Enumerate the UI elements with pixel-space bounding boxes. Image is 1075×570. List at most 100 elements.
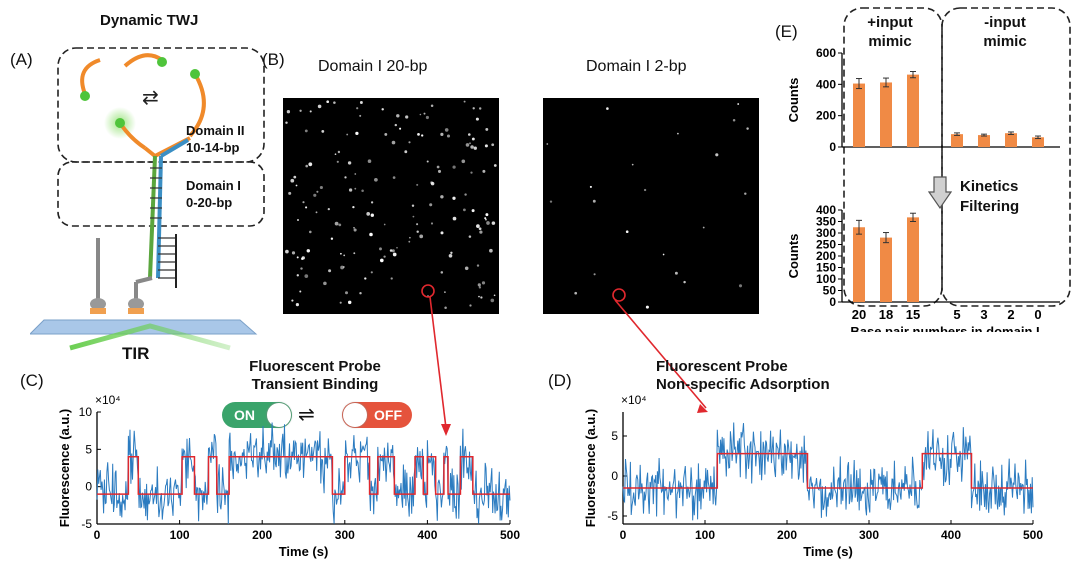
- fluorescent-spot: [343, 254, 346, 257]
- fluorescent-spot: [308, 162, 313, 167]
- panel-d-title-1: Fluorescent Probe: [656, 358, 788, 375]
- fluorescent-spot: [546, 143, 549, 145]
- fluorescent-spot: [299, 109, 302, 112]
- y-tick-label: 0: [829, 140, 836, 154]
- fluorescent-spot: [317, 104, 322, 109]
- fluorescent-spot: [405, 115, 409, 119]
- fluorescent-spot: [347, 161, 352, 165]
- on-knob: [267, 403, 291, 427]
- fluorescent-spot: [683, 280, 686, 284]
- y-tick-label: 100: [816, 272, 836, 286]
- fluorescent-spot: [440, 195, 444, 199]
- fluorescent-spot: [469, 304, 472, 307]
- svg-text:⇄: ⇄: [142, 87, 159, 109]
- fluorescent-spot: [399, 127, 402, 130]
- fluorescent-spot: [444, 291, 446, 293]
- fluorescent-spot: [469, 142, 471, 145]
- fluorescent-spot: [702, 226, 705, 229]
- fluorescent-spot: [340, 265, 344, 270]
- bar: [1005, 133, 1017, 147]
- fluorescent-spot: [440, 132, 444, 136]
- fluorescent-spot: [437, 169, 442, 173]
- y-tick-label: 150: [816, 261, 836, 275]
- fluorescent-spot: [408, 141, 411, 144]
- y-tick-label: 400: [816, 203, 836, 217]
- panel-b-letter: (B): [262, 50, 285, 69]
- fluorescent-spot: [291, 251, 296, 255]
- fluorescent-spot: [345, 291, 348, 295]
- fluorescent-spot: [416, 223, 419, 226]
- count-bar-charts: 0200400600Counts050100150200250300350400…: [786, 46, 1060, 332]
- fluorescent-spot: [606, 107, 609, 110]
- fluorescent-spot: [353, 252, 356, 255]
- fluorescent-spot: [305, 206, 308, 209]
- fluorescent-spot: [485, 213, 489, 217]
- fluorescent-spot: [481, 281, 486, 285]
- down-arrow-icon: [928, 176, 952, 210]
- fluorescent-spot: [285, 121, 288, 124]
- fluorescent-spot: [467, 133, 471, 136]
- fluorescent-spot: [352, 205, 355, 209]
- fluorescent-spot: [461, 159, 466, 164]
- category-label: 0: [1034, 307, 1041, 322]
- category-label: 20: [852, 307, 866, 322]
- fluorescent-spot: [285, 249, 289, 254]
- fluorescent-spot: [296, 274, 299, 277]
- fluorescent-spot: [391, 249, 395, 253]
- fluorescent-spot: [425, 115, 429, 120]
- fluorescent-spot: [291, 299, 294, 302]
- fluorescent-spot: [574, 291, 578, 295]
- y-axis-label: Counts: [786, 234, 801, 279]
- x-tick-label: 400: [417, 528, 437, 542]
- y-tick-label: -5: [607, 509, 618, 523]
- fluorescent-spot: [446, 134, 451, 138]
- fluorescent-spot: [593, 273, 596, 276]
- fluorescent-spot: [738, 284, 743, 288]
- fluorescent-spot: [396, 114, 400, 118]
- fluorescent-spot: [389, 249, 393, 252]
- x-axis-label: Time (s): [279, 544, 329, 559]
- fluorescent-spot: [478, 107, 482, 110]
- fluorescent-spot: [383, 255, 386, 258]
- fluorescence-trace: [622, 422, 1034, 521]
- fluorescent-spot: [430, 181, 433, 184]
- fluorescent-spot: [379, 258, 384, 263]
- fluorescent-spot: [426, 160, 429, 163]
- twj-schematic: ⇄: [30, 47, 265, 351]
- y-tick-label: 0: [85, 480, 92, 494]
- fluorescent-spot: [470, 171, 473, 174]
- x-tick-label: 0: [94, 528, 101, 542]
- bar: [907, 74, 919, 147]
- fluorescent-spot: [440, 271, 444, 274]
- panel-c-letter: (C): [20, 371, 44, 390]
- fluorescent-spot: [484, 144, 488, 148]
- category-label: 15: [906, 307, 920, 322]
- category-label: 3: [980, 307, 987, 322]
- fluorescent-spot: [340, 252, 342, 255]
- micrograph-right-title: Domain I 2-bp: [586, 58, 687, 75]
- fluorescent-spot: [369, 232, 373, 237]
- fluorescent-spot: [326, 100, 330, 104]
- fluorescent-spot: [427, 295, 429, 297]
- fluorescent-spot: [416, 230, 419, 233]
- filter-label-2: Filtering: [960, 198, 1020, 215]
- neg-input-label-1: -input: [984, 14, 1026, 31]
- panel-a-title: Dynamic TWJ: [100, 12, 199, 29]
- fluorescent-spot: [475, 117, 479, 121]
- fluorescent-spot: [471, 209, 475, 213]
- fluorescent-spot: [327, 207, 330, 211]
- fluorescent-spot: [295, 303, 299, 307]
- micrograph-2bp: [543, 98, 759, 314]
- fluorescent-spot: [295, 184, 298, 187]
- fluorescent-spot: [470, 145, 474, 149]
- fluorescent-spot: [354, 173, 357, 175]
- fluorescent-spot: [423, 112, 426, 115]
- fluorescent-spot: [383, 223, 386, 226]
- fluorescent-spot: [715, 153, 719, 157]
- y-tick-label: 350: [816, 215, 836, 229]
- bar: [1032, 137, 1044, 147]
- fluorescent-spot: [463, 208, 466, 212]
- fluorescent-spot: [472, 137, 475, 141]
- x-axis-label: Time (s): [803, 544, 853, 559]
- pos-input-label-1: +input: [867, 14, 913, 31]
